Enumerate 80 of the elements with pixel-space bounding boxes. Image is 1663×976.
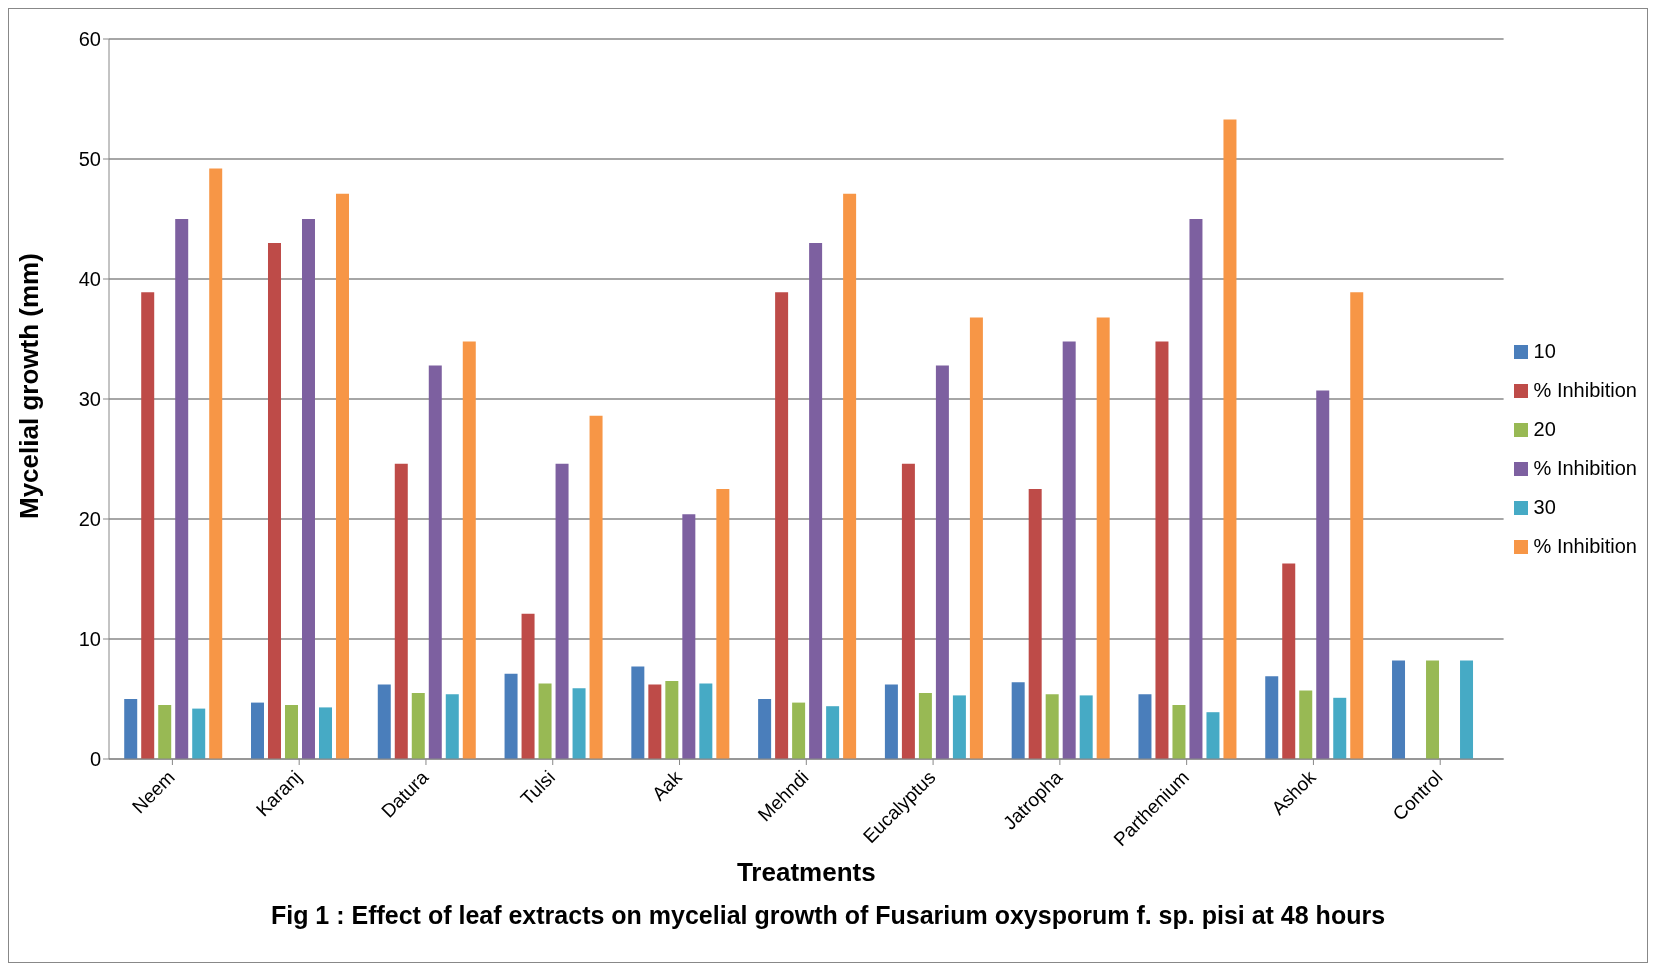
y-tick-label: 0 — [89, 748, 101, 771]
bar — [682, 514, 696, 759]
bar — [1189, 219, 1203, 759]
bar — [268, 243, 281, 759]
bar — [648, 684, 662, 759]
bar — [285, 705, 298, 759]
bar — [1333, 697, 1347, 759]
bar — [1062, 341, 1076, 759]
legend-label: % Inhibition — [1533, 535, 1637, 558]
y-tick-label: 60 — [78, 28, 101, 51]
bar — [1172, 705, 1186, 759]
bar — [1299, 690, 1313, 759]
bar — [589, 415, 603, 759]
bar — [1223, 119, 1237, 759]
legend-label: 30 — [1533, 496, 1556, 519]
bar — [969, 317, 983, 759]
bar — [935, 365, 949, 759]
bar — [175, 219, 189, 759]
y-axis-title: Mycelial growth (mm) — [14, 253, 45, 519]
bar — [1282, 563, 1296, 759]
x-tick-label: Aak — [647, 766, 687, 805]
bar — [775, 292, 789, 759]
legend-label: % Inhibition — [1533, 457, 1637, 480]
bar — [394, 463, 408, 759]
bar — [1426, 660, 1440, 759]
bar — [884, 684, 898, 759]
bar — [141, 292, 155, 759]
bar — [1316, 390, 1330, 759]
bar — [462, 341, 476, 759]
bar — [158, 705, 172, 759]
bar — [699, 683, 713, 759]
legend-label: % Inhibition — [1533, 379, 1637, 402]
bar — [631, 666, 645, 759]
y-tick-label: 50 — [78, 148, 101, 171]
bar — [1350, 292, 1364, 759]
bar — [826, 706, 840, 759]
y-tick-label: 10 — [78, 628, 101, 651]
y-tick-label: 20 — [78, 508, 101, 531]
bar — [952, 695, 966, 759]
bar — [792, 702, 806, 759]
legend-label: 20 — [1533, 418, 1556, 441]
x-axis-title: Treatments — [736, 857, 876, 887]
bar — [1045, 694, 1059, 759]
bar — [918, 693, 932, 759]
bar — [251, 702, 264, 759]
bar — [716, 489, 730, 759]
bar — [1079, 695, 1093, 759]
bar — [665, 681, 679, 759]
bar — [843, 193, 857, 759]
bar — [428, 365, 442, 759]
bar — [809, 243, 823, 759]
bar — [901, 463, 915, 759]
bar — [319, 707, 332, 759]
bar — [538, 683, 552, 759]
bar — [504, 673, 518, 759]
bar — [1011, 682, 1025, 759]
bar — [555, 463, 569, 759]
bar — [445, 694, 459, 759]
text: Fig 1 : Effect of leaf extracts on mycelial growth of Fusarium oxysporum f. sp. pisi at 48 hours — [269, 901, 1387, 930]
bar — [377, 684, 391, 759]
bar — [124, 699, 138, 759]
legend-label: 10 — [1533, 340, 1556, 363]
bar — [192, 708, 206, 759]
bar — [411, 693, 425, 759]
bar — [1028, 489, 1042, 759]
bar — [521, 613, 535, 759]
y-tick-label: 30 — [78, 388, 101, 411]
bar — [758, 699, 772, 759]
bar — [1155, 341, 1169, 759]
y-tick-label: 40 — [78, 268, 101, 291]
bar — [1392, 660, 1406, 759]
bar — [572, 688, 586, 759]
bar — [209, 168, 223, 759]
bar — [1206, 712, 1220, 759]
bar — [1265, 676, 1279, 759]
bar — [1138, 694, 1152, 759]
bar — [1096, 317, 1110, 759]
bar — [1460, 660, 1474, 759]
bar — [302, 219, 315, 759]
bar — [336, 193, 349, 759]
